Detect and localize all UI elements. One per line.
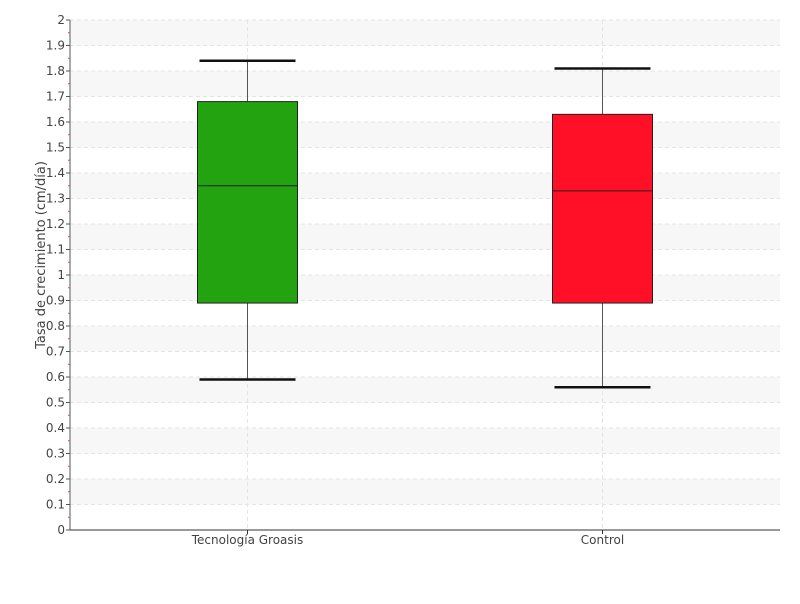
- grid-band: [71, 428, 780, 454]
- grid-band: [71, 224, 780, 250]
- y-axis-label: Tasa de crecimiento (cm/día): [34, 161, 49, 350]
- grid-band: [71, 377, 780, 403]
- grid-band: [71, 275, 780, 301]
- y-tick-label: 1.8: [46, 64, 65, 78]
- y-tick-label: 1.3: [46, 192, 65, 206]
- y-tick-label: 1.7: [46, 90, 65, 104]
- y-tick-label: 0.3: [46, 447, 65, 461]
- grid-band: [71, 326, 780, 352]
- grid-band: [71, 122, 780, 148]
- grid-lines: [70, 19, 780, 530]
- y-tick-label: 0.1: [46, 498, 65, 512]
- grid-band: [71, 479, 780, 505]
- x-tick-label: Control: [581, 533, 624, 547]
- y-axis-ticks: 0 0.1 0.2 0.3 0.4 0.5 0.6 0.7 0.8 0.9 1 1.1 1.2 1.3 1.…: [46, 13, 70, 537]
- box-control: [552, 67, 653, 389]
- y-tick-label: 2: [57, 13, 65, 27]
- y-tick-label: 0.6: [46, 370, 65, 384]
- y-tick-label: 0.9: [46, 294, 65, 308]
- y-tick-label: 0.8: [46, 319, 65, 333]
- y-tick-label: 1.1: [46, 243, 65, 257]
- y-tick-label: 0.4: [46, 421, 65, 435]
- box-series: [197, 59, 653, 389]
- y-tick-label: 1.2: [46, 217, 65, 231]
- grid-band: [71, 173, 780, 199]
- box-groasis: [197, 59, 298, 381]
- y-tick-label: 0.7: [46, 345, 65, 359]
- x-axis-ticks: Tecnología Groasis Control: [191, 530, 624, 547]
- y-tick-label: 1.5: [46, 141, 65, 155]
- grid-bands: [71, 20, 780, 505]
- y-tick-label: 1.9: [46, 39, 65, 53]
- x-tick-label: Tecnología Groasis: [191, 533, 304, 547]
- box-iqr: [197, 101, 298, 304]
- y-tick-label: 1.4: [46, 166, 65, 180]
- y-tick-label: 0.5: [46, 396, 65, 410]
- y-tick-label: 1.6: [46, 115, 65, 129]
- grid-band: [71, 71, 780, 97]
- y-tick-label: 0: [57, 523, 65, 537]
- y-tick-label: 0.2: [46, 472, 65, 486]
- y-tick-label: 1: [57, 268, 65, 282]
- grid-band: [71, 20, 780, 46]
- box-iqr: [552, 113, 653, 304]
